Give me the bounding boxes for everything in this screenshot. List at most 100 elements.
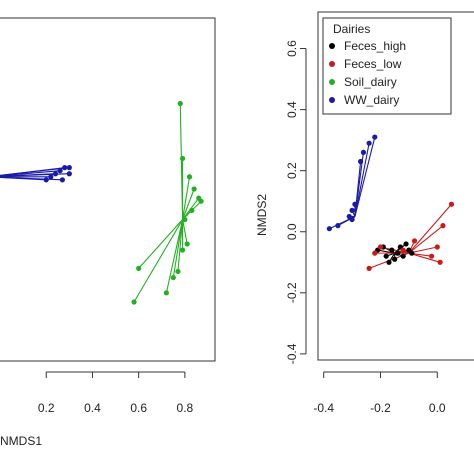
legend-label: Soil_dairy <box>344 75 397 89</box>
spider-segment <box>182 188 195 220</box>
left-x-tick-label: 0.2 <box>38 401 55 415</box>
right-y-axis: -0.4 -0.2 0.0 0.2 0.4 0.6 <box>285 40 307 364</box>
spider-segment <box>172 219 184 278</box>
data-point <box>377 244 384 250</box>
data-point <box>358 158 364 165</box>
left-x-tick-label: 0.8 <box>177 401 194 415</box>
legend-entries: Feces_high Feces_low Soil_dairy WW_dairy <box>329 39 406 107</box>
data-point <box>136 265 142 271</box>
data-point <box>394 250 401 256</box>
data-point <box>326 226 332 232</box>
data-point <box>198 198 204 204</box>
data-point <box>366 140 372 146</box>
left-spider-lines <box>0 103 202 303</box>
data-point <box>372 134 378 140</box>
data-point <box>434 244 440 250</box>
data-point <box>186 174 193 180</box>
right-x-tick-label: -0.4 <box>313 401 334 415</box>
data-point <box>448 201 455 207</box>
spider-segment <box>354 136 376 217</box>
right-data-points <box>326 134 455 271</box>
spider-segment <box>182 219 188 245</box>
data-point <box>360 149 367 155</box>
legend-title: Dairies <box>333 22 370 36</box>
spider-segment <box>133 219 184 303</box>
right-x-axis: -0.4 -0.2 0.0 <box>313 371 446 415</box>
legend-marker <box>329 43 335 49</box>
data-point <box>372 250 378 256</box>
data-point <box>400 247 406 253</box>
data-point <box>163 290 169 296</box>
data-point <box>437 259 443 265</box>
data-point <box>179 247 186 253</box>
spider-segment <box>177 219 184 272</box>
spider-segment <box>138 219 183 269</box>
data-point <box>440 223 446 229</box>
data-point <box>352 201 358 207</box>
data-point <box>349 207 355 213</box>
right-y-tick-label: 0.4 <box>285 101 299 118</box>
left-x-tick-label: 0.4 <box>84 401 101 415</box>
left-data-points <box>43 100 204 305</box>
spider-segment <box>408 203 452 254</box>
spider-segment <box>182 176 191 220</box>
data-point <box>52 171 59 177</box>
data-point <box>335 223 341 229</box>
left-nmds-panel: 0.2 0.4 0.6 0.8 NMDS1 <box>0 17 216 448</box>
data-point <box>389 247 395 253</box>
data-point <box>62 165 68 171</box>
data-point <box>191 186 197 192</box>
legend-label: Feces_low <box>344 57 402 71</box>
spider-segment <box>165 219 184 293</box>
spider-segment <box>0 176 47 181</box>
right-y-tick-label: 0.2 <box>285 162 299 179</box>
data-point <box>386 259 392 265</box>
right-y-axis-title: NMDS2 <box>255 194 269 236</box>
legend-box <box>322 17 452 115</box>
data-point <box>131 299 137 305</box>
data-point <box>66 171 72 177</box>
data-point <box>400 253 406 259</box>
right-nmds-panel: -0.4 -0.2 0.0 -0.4 -0.2 0.0 0.2 0.4 0.6 NMDS2 D… <box>255 11 474 415</box>
data-point <box>57 168 63 174</box>
right-y-tick-label: -0.4 <box>285 343 299 364</box>
data-point <box>177 100 183 107</box>
legend-marker <box>329 61 335 67</box>
data-point <box>366 265 372 271</box>
data-point <box>66 165 72 171</box>
right-y-tick-label: 0.0 <box>285 223 299 240</box>
data-point <box>184 241 190 247</box>
data-point <box>429 253 435 259</box>
data-point <box>48 174 54 180</box>
data-point <box>179 155 186 162</box>
left-plot-frame <box>0 17 216 362</box>
right-y-tick-label: -0.2 <box>285 282 299 303</box>
right-y-tick-label: 0.6 <box>285 40 299 57</box>
data-point <box>411 238 418 244</box>
legend-label: WW_dairy <box>344 93 399 107</box>
spider-segment <box>354 161 362 217</box>
legend-label: Feces_high <box>344 39 406 53</box>
right-plot-frame <box>317 11 474 361</box>
data-point <box>170 274 176 281</box>
data-point <box>182 216 188 223</box>
spider-segment <box>408 225 444 254</box>
data-point <box>403 241 409 247</box>
data-point <box>409 250 415 256</box>
legend-marker <box>329 79 335 85</box>
data-point <box>189 207 195 213</box>
data-point <box>43 177 49 183</box>
legend-marker <box>329 97 335 103</box>
legend: Dairies Feces_high Feces_low Soil_dairy WW_… <box>322 17 452 115</box>
spider-segment <box>408 252 441 263</box>
data-point <box>383 253 389 259</box>
left-x-axis-title: NMDS1 <box>0 434 42 448</box>
data-point <box>175 268 181 275</box>
right-x-tick-label: -0.2 <box>370 401 391 415</box>
data-point <box>392 256 398 262</box>
data-point <box>59 177 65 183</box>
left-x-tick-label: 0.6 <box>130 401 147 415</box>
data-point <box>346 213 352 220</box>
right-x-tick-label: 0.0 <box>429 401 446 415</box>
